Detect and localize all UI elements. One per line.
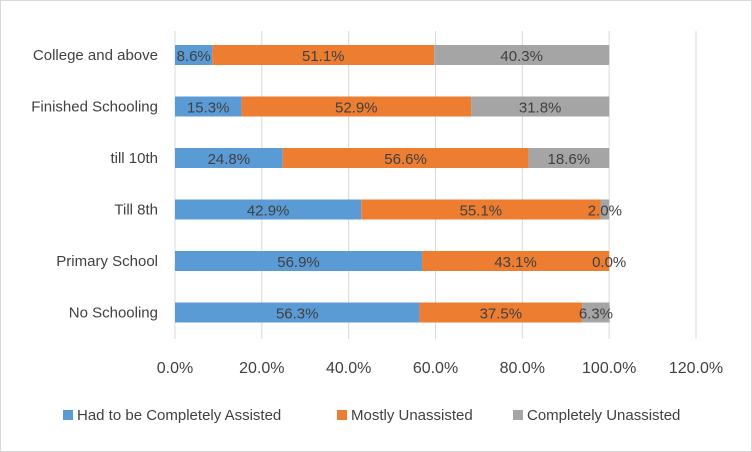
data-label-2-2: 18.6% <box>548 151 591 168</box>
bar-2-3 <box>600 199 610 220</box>
category-label-2: till 10th <box>110 150 158 167</box>
legend-swatch-2 <box>513 410 523 420</box>
data-label-1-0: 51.1% <box>302 48 345 65</box>
data-label-1-4: 43.1% <box>494 254 537 271</box>
data-label-1-3: 55.1% <box>460 203 503 220</box>
bar-1-5 <box>419 302 583 323</box>
bar-1-1 <box>241 96 472 117</box>
data-label-2-4: 0.0% <box>592 254 626 271</box>
data-label-0-2: 24.8% <box>208 151 251 168</box>
data-label-0-0: 8.6% <box>177 48 211 65</box>
bar-0-4 <box>175 251 423 271</box>
data-label-2-0: 40.3% <box>500 48 543 65</box>
category-label-0: College and above <box>33 47 158 64</box>
category-label-5: No Schooling <box>69 305 158 322</box>
category-label-1: Finished Schooling <box>31 99 158 116</box>
data-label-2-3: 2.0% <box>588 203 622 220</box>
bar-2-1 <box>471 96 610 117</box>
category-label-3: Till 8th <box>114 202 158 219</box>
bar-1-4 <box>422 251 610 271</box>
bar-1-3 <box>361 199 601 220</box>
bar-1-2 <box>282 148 529 168</box>
data-label-1-1: 52.9% <box>335 100 378 117</box>
bar-2-0 <box>434 45 610 65</box>
legend: Had to be Completely Assisted Mostly Unas… <box>63 407 680 424</box>
data-label-2-1: 31.8% <box>519 100 562 117</box>
data-label-0-1: 15.3% <box>187 100 230 117</box>
legend-label-2: Completely Unassisted <box>527 407 680 424</box>
bar-1-0 <box>212 45 435 65</box>
data-label-1-5: 37.5% <box>480 306 523 323</box>
bars <box>175 45 610 323</box>
x-tick-label-5: 100.0% <box>582 360 636 377</box>
bar-2-5 <box>582 302 610 323</box>
data-label-0-4: 56.9% <box>277 254 320 271</box>
bar-0-5 <box>175 302 420 323</box>
value-axis: 0.0% 20.0% 40.0% 60.0% 80.0% 100.0% 120.0% <box>157 360 723 377</box>
x-tick-label-2: 40.0% <box>326 360 371 377</box>
x-tick-label-6: 120.0% <box>669 360 723 377</box>
data-labels: 8.6% 51.1% 40.3% 15.3% 52.9% 31.8% 24.8% 56.6% 1… <box>177 48 627 323</box>
x-tick-label-4: 80.0% <box>500 360 545 377</box>
legend-label-1: Mostly Unassisted <box>351 407 473 424</box>
category-label-4: Primary School <box>56 253 158 270</box>
bar-0-0 <box>175 45 213 65</box>
bar-0-2 <box>175 148 283 168</box>
x-tick-label-0: 0.0% <box>157 360 193 377</box>
category-axis: College and above Finished Schooling till … <box>31 47 158 322</box>
legend-label-0: Had to be Completely Assisted <box>77 407 281 424</box>
bar-0-3 <box>175 199 362 220</box>
x-tick-label-3: 60.0% <box>413 360 458 377</box>
x-tick-label-1: 20.0% <box>239 360 284 377</box>
gridlines <box>174 31 697 339</box>
data-label-0-5: 56.3% <box>276 306 319 323</box>
bar-0-1 <box>175 96 242 117</box>
data-label-0-3: 42.9% <box>247 203 290 220</box>
bar-2-2 <box>528 148 610 168</box>
legend-swatch-1 <box>337 410 347 420</box>
data-label-2-5: 6.3% <box>579 306 613 323</box>
legend-swatch-0 <box>63 410 73 420</box>
data-label-1-2: 56.6% <box>384 151 427 168</box>
